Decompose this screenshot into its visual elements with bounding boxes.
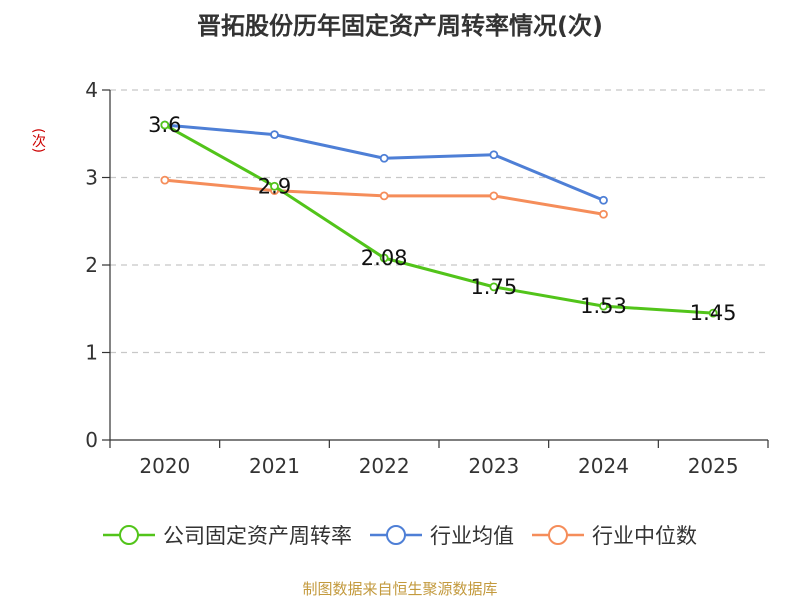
data-point <box>489 282 499 292</box>
data-point <box>599 209 608 219</box>
x-tick-label: 2021 <box>249 454 300 478</box>
data-point <box>270 181 279 191</box>
y-tick-label: 3 <box>85 166 98 190</box>
legend-label: 公司固定资产周转率 <box>163 524 352 548</box>
legend-label: 行业中位数 <box>592 524 697 548</box>
data-point <box>708 308 718 318</box>
series-line <box>164 123 714 315</box>
data-point <box>160 175 170 185</box>
legend-marker-icon <box>532 525 584 545</box>
y-tick-label: 0 <box>85 428 98 452</box>
y-tick-label: 1 <box>85 341 98 365</box>
y-axis-label: (次) <box>30 128 46 153</box>
data-label: 1.45 <box>690 301 737 325</box>
data-point <box>599 301 608 311</box>
data-point <box>379 153 389 163</box>
x-tick-label: 2025 <box>688 454 739 478</box>
legend-marker-icon <box>103 525 155 545</box>
data-point <box>489 150 499 160</box>
data-label: 3.6 <box>148 113 181 137</box>
data-point <box>160 120 170 130</box>
x-tick-label: 2024 <box>578 454 629 478</box>
data-point <box>270 130 279 140</box>
data-point <box>599 195 608 205</box>
chart-title: 晋拓股份历年固定资产周转率情况(次) <box>197 12 603 40</box>
x-tick-label: 2023 <box>468 454 519 478</box>
legend-label: 行业均值 <box>430 524 514 548</box>
data-point <box>379 253 389 263</box>
y-tick-label: 4 <box>85 78 98 102</box>
legend-marker-icon <box>370 525 422 545</box>
data-label: 2.08 <box>361 246 408 270</box>
legend-item-company[interactable]: 公司固定资产周转率 <box>103 520 352 550</box>
data-label: 1.75 <box>470 275 517 299</box>
data-point <box>379 191 389 201</box>
data-source: 制图数据来自恒生聚源数据库 <box>302 580 498 598</box>
data-point <box>489 191 499 201</box>
legend-item-industry-median[interactable]: 行业中位数 <box>532 520 697 550</box>
legend-item-industry-mean[interactable]: 行业均值 <box>370 520 514 550</box>
x-tick-label: 2022 <box>359 454 410 478</box>
legend: 公司固定资产周转率 行业均值 行业中位数 <box>0 520 800 550</box>
x-tick-label: 2020 <box>139 454 190 478</box>
data-label: 1.53 <box>580 294 627 318</box>
y-tick-label: 2 <box>85 253 98 277</box>
data-label: 2.9 <box>258 174 291 198</box>
